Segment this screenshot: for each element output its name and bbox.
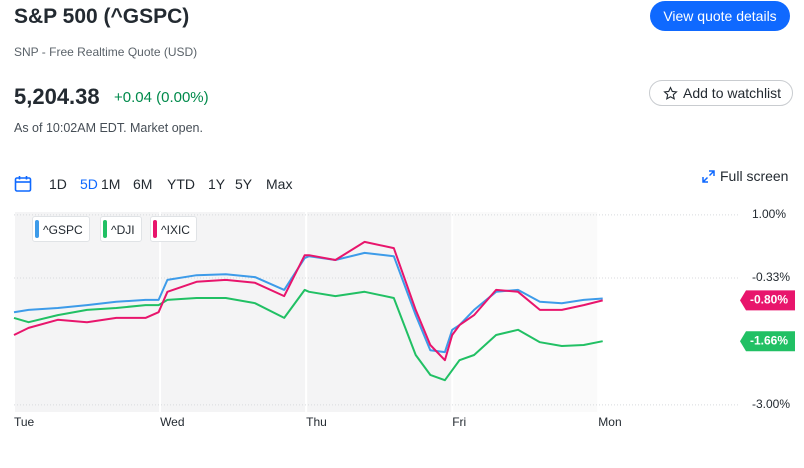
x-tick-label: Fri xyxy=(452,415,466,429)
legend-item[interactable]: ^IXIC xyxy=(150,216,197,242)
legend-label: ^DJI xyxy=(111,223,135,237)
legend-item[interactable]: ^DJI xyxy=(100,216,142,242)
y-tick-label: -3.00% xyxy=(752,397,790,411)
as-of: As of 10:02AM EDT. Market open. xyxy=(14,121,203,135)
y-tick-label: 1.00% xyxy=(752,207,786,221)
x-tick-label: Mon xyxy=(598,415,621,429)
range-tab[interactable]: Max xyxy=(266,176,293,192)
x-tick-label: Wed xyxy=(160,415,184,429)
range-tab[interactable]: 1D xyxy=(49,176,67,192)
range-tab[interactable]: 1Y xyxy=(208,176,226,192)
session-background xyxy=(452,212,599,412)
value-badge xyxy=(740,290,795,311)
subtitle: SNP - Free Realtime Quote (USD) xyxy=(14,45,198,59)
full-screen-label: Full screen xyxy=(720,168,789,184)
legend-item[interactable]: ^GSPC xyxy=(32,216,90,242)
range-tab[interactable]: YTD xyxy=(167,176,195,192)
price: 5,204.38 xyxy=(14,84,100,109)
range-tab[interactable]: 5D xyxy=(80,176,98,192)
x-tick-label: Tue xyxy=(14,415,35,429)
range-tab[interactable]: 5Y xyxy=(235,176,253,192)
view-quote-button[interactable]: View quote details xyxy=(650,1,790,31)
legend-swatch xyxy=(103,220,107,238)
value-badge-label: -0.80% xyxy=(750,293,788,307)
value-badge xyxy=(740,331,795,352)
series-line xyxy=(13,288,603,382)
title: S&P 500 (^GSPC) xyxy=(14,5,190,28)
value-badge-label: -1.66% xyxy=(750,333,788,347)
range-tab[interactable]: 6M xyxy=(133,176,153,192)
legend-label: ^IXIC xyxy=(161,223,190,237)
star-icon xyxy=(663,86,678,100)
watchlist-button[interactable]: Add to watchlist xyxy=(649,80,793,106)
expand-icon xyxy=(702,170,715,183)
watchlist-label: Add to watchlist xyxy=(683,85,782,101)
price-change: +0.04 (0.00%) xyxy=(114,89,209,106)
legend-swatch xyxy=(35,220,39,238)
range-tab[interactable]: 1M xyxy=(101,176,121,192)
series-line xyxy=(13,240,603,362)
calendar-icon[interactable] xyxy=(14,175,32,193)
y-tick-label: -0.33% xyxy=(752,270,790,284)
legend-swatch xyxy=(153,220,157,238)
x-tick-label: Thu xyxy=(306,415,327,429)
legend-label: ^GSPC xyxy=(43,223,83,237)
